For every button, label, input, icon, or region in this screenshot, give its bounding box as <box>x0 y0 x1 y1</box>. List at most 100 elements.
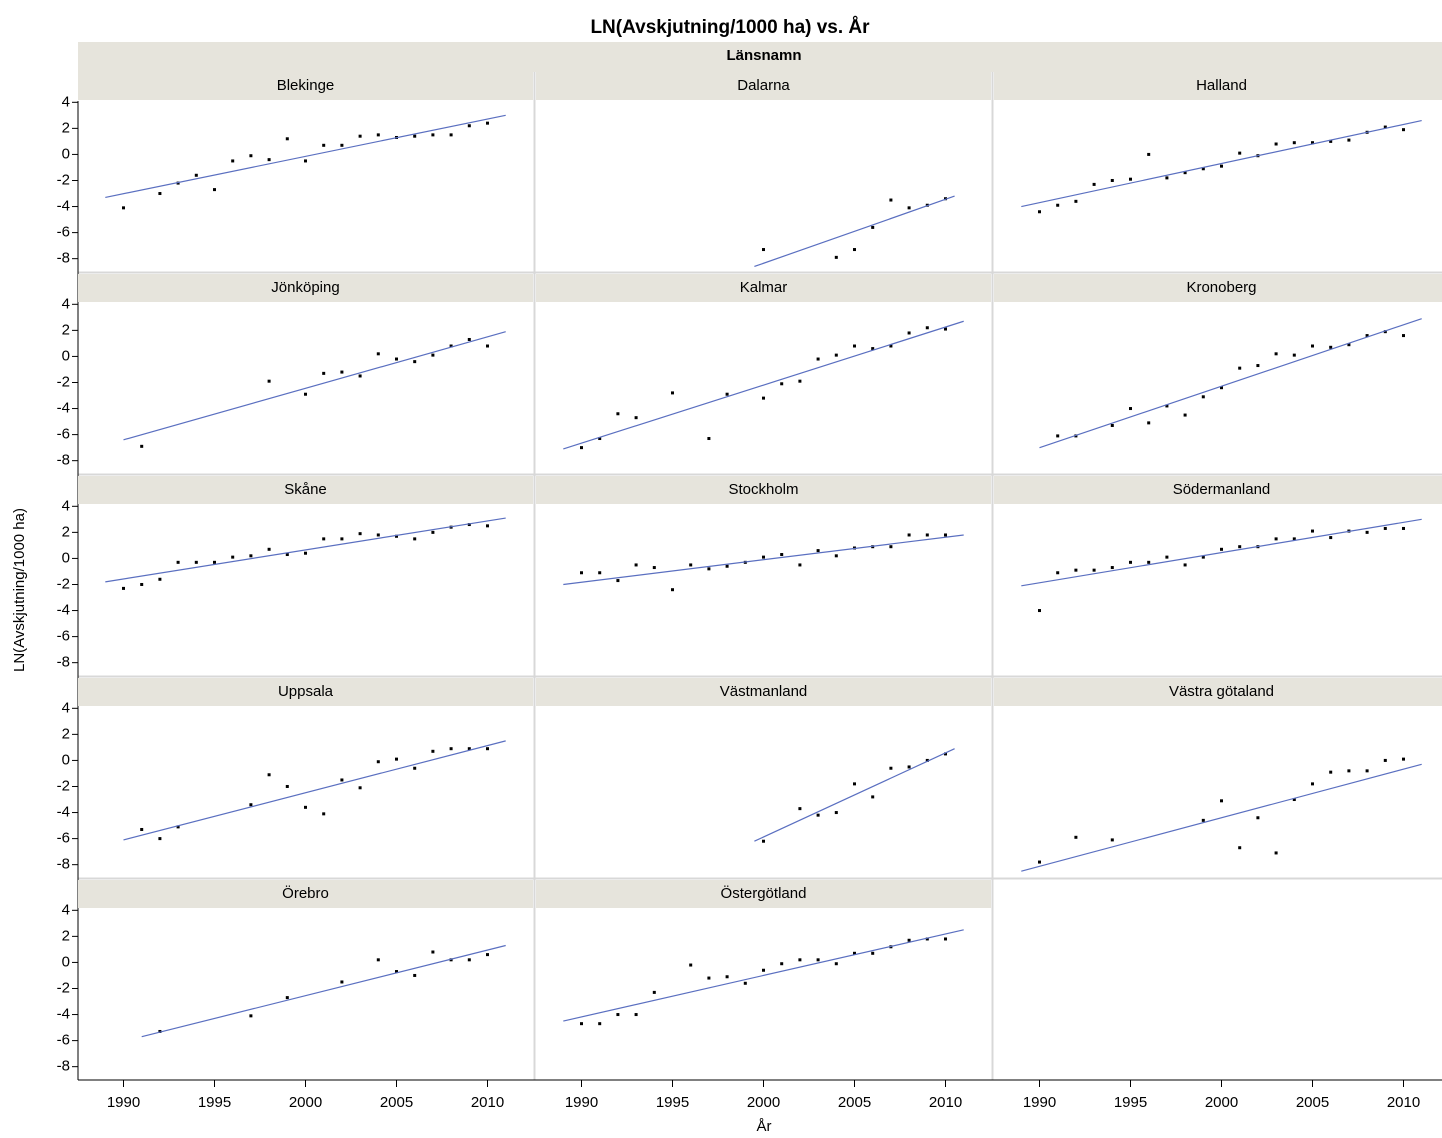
fit-line <box>123 740 506 841</box>
x-tick-label: 2010 <box>1387 1094 1420 1111</box>
panel-title: Östergötland <box>721 884 807 902</box>
panel-title: Södermanland <box>1173 481 1271 498</box>
data-point <box>467 337 471 341</box>
data-point <box>267 158 271 162</box>
panel-strip <box>994 274 1442 302</box>
data-point <box>486 953 489 957</box>
data-point <box>780 962 784 966</box>
data-point <box>431 530 435 534</box>
data-point <box>853 782 856 786</box>
data-point <box>467 747 471 751</box>
data-point <box>158 192 162 196</box>
data-point <box>816 958 820 962</box>
data-point <box>1074 199 1078 203</box>
data-point <box>1329 345 1333 349</box>
data-point <box>1347 343 1351 347</box>
data-point <box>231 555 235 559</box>
data-point <box>634 563 638 567</box>
x-tick-label: 2000 <box>1205 1094 1238 1111</box>
panel-title: Halland <box>1196 77 1247 94</box>
data-point <box>1092 182 1096 186</box>
data-point <box>871 347 875 351</box>
data-point <box>285 553 289 557</box>
y-tick-label: 0 <box>62 751 70 768</box>
data-point <box>1347 769 1351 773</box>
data-point <box>871 225 875 229</box>
data-point <box>762 968 765 972</box>
y-tick-label: 0 <box>62 347 70 364</box>
y-tick-label: -4 <box>57 804 70 821</box>
data-point <box>853 248 856 252</box>
data-point <box>580 571 583 575</box>
data-point <box>1201 167 1205 171</box>
data-point <box>176 825 180 829</box>
data-point <box>431 133 435 137</box>
data-point <box>907 533 911 537</box>
panel-title: Dalarna <box>737 77 790 94</box>
data-point <box>413 134 417 138</box>
data-point <box>358 532 362 536</box>
data-point <box>798 958 802 962</box>
data-point <box>1110 566 1114 570</box>
data-point <box>798 563 802 567</box>
data-point <box>322 812 326 816</box>
data-point <box>816 357 820 361</box>
data-point <box>889 198 893 202</box>
data-point <box>1402 757 1405 761</box>
data-point <box>140 827 144 831</box>
y-tick-label: -4 <box>57 602 70 619</box>
y-tick-label: -2 <box>57 171 70 188</box>
data-point <box>395 357 398 361</box>
data-point <box>413 360 417 364</box>
data-point <box>1383 125 1387 129</box>
panel-strip <box>78 476 533 504</box>
data-point <box>285 996 289 1000</box>
panel-strip <box>536 72 991 100</box>
data-point <box>1311 529 1314 533</box>
data-point <box>1238 151 1242 155</box>
data-point <box>449 344 453 348</box>
fit-line <box>563 320 964 450</box>
data-point <box>1183 171 1187 175</box>
data-point <box>1183 413 1187 417</box>
data-point <box>304 805 307 809</box>
fit-line <box>1021 763 1422 872</box>
panel-strip <box>536 476 991 504</box>
data-point <box>907 938 911 942</box>
y-tick-label: 2 <box>62 725 70 742</box>
data-point <box>1329 536 1333 540</box>
fit-line <box>1039 318 1422 449</box>
data-point <box>1220 164 1223 168</box>
data-point <box>249 154 253 158</box>
data-point <box>1274 352 1278 356</box>
data-point <box>762 839 765 843</box>
data-point <box>304 392 307 396</box>
panel-strip <box>536 274 991 302</box>
data-point <box>249 803 253 807</box>
data-point <box>267 773 271 777</box>
panel-strip <box>78 72 533 100</box>
data-point <box>1074 835 1078 839</box>
panel-title: Skåne <box>284 481 327 498</box>
data-point <box>1129 177 1132 181</box>
y-tick-label: -4 <box>57 400 70 417</box>
data-point <box>176 560 180 564</box>
y-tick-label: -6 <box>57 426 70 443</box>
data-point <box>340 778 344 782</box>
data-point <box>1201 818 1205 822</box>
y-tick-label: 2 <box>62 321 70 338</box>
data-point <box>158 1029 162 1033</box>
data-point <box>1110 178 1114 182</box>
x-tick-label: 1995 <box>656 1094 689 1111</box>
y-tick-label: -6 <box>57 1032 70 1049</box>
data-point <box>834 353 838 357</box>
data-point <box>1402 334 1405 338</box>
y-tick-label: -2 <box>57 575 70 592</box>
data-point <box>1056 571 1060 575</box>
data-point <box>671 588 674 592</box>
fit-line <box>563 929 964 1022</box>
data-point <box>598 571 602 575</box>
data-point <box>762 555 765 559</box>
data-point <box>467 124 471 128</box>
data-point <box>889 545 893 549</box>
